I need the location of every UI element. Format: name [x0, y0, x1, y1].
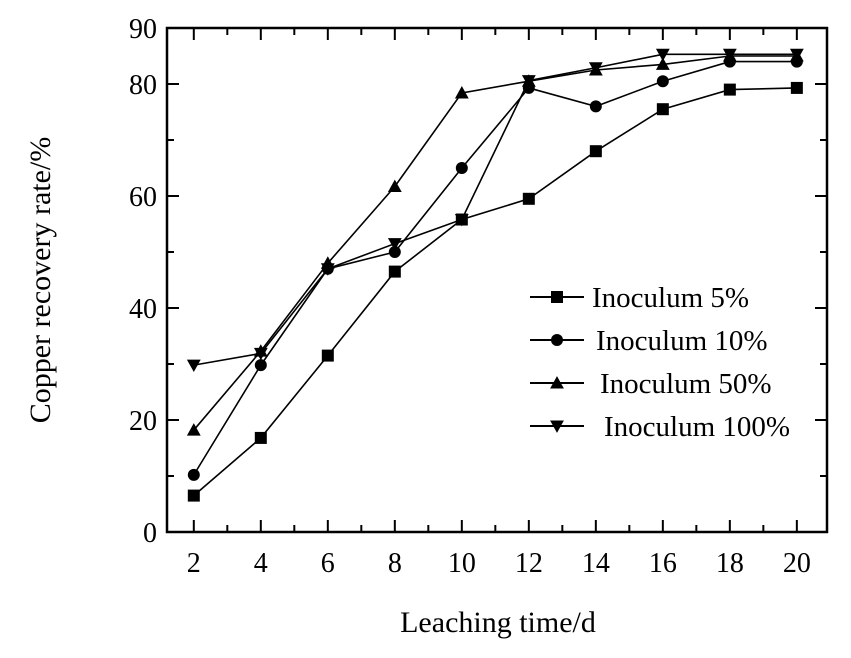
legend-marker-inoculum-50pct — [550, 376, 564, 389]
legend-label: Inoculum 10% — [596, 325, 768, 357]
data-point-inoculum-5pct — [656, 103, 669, 116]
data-point-inoculum-10pct — [656, 75, 669, 88]
data-point-inoculum-10pct — [589, 100, 602, 113]
x-axis-title: Leaching time/d — [400, 606, 596, 639]
legend-item-inoculum-100pct: Inoculum 100% — [530, 411, 790, 443]
x-tick-label: 18 — [716, 548, 744, 579]
data-point-inoculum-5pct — [723, 83, 736, 96]
data-point-inoculum-100pct — [789, 48, 804, 62]
data-point-inoculum-100pct — [186, 359, 201, 373]
data-point-inoculum-10pct — [187, 468, 200, 481]
x-tick-label: 4 — [254, 548, 268, 579]
series-line-inoculum-10pct — [193, 60, 797, 476]
data-point-inoculum-50pct — [186, 423, 201, 436]
data-point-inoculum-100pct — [320, 263, 335, 276]
data-point-inoculum-50pct — [454, 86, 469, 99]
series-group — [186, 48, 804, 502]
legend-label: Inoculum 5% — [592, 282, 749, 314]
legend: Inoculum 5% Inoculum 10% Inoculum 50% Inocu… — [530, 282, 790, 443]
data-point-inoculum-50pct — [387, 179, 402, 192]
x-tick-label: 16 — [649, 548, 677, 579]
data-point-inoculum-100pct — [387, 238, 402, 251]
data-point-inoculum-5pct — [388, 265, 401, 278]
data-point-inoculum-5pct — [790, 81, 803, 94]
x-tick-label: 2 — [187, 548, 201, 579]
data-point-inoculum-5pct — [522, 192, 535, 205]
data-point-inoculum-10pct — [455, 162, 468, 174]
legend-marker-inoculum-10pct — [551, 334, 563, 346]
series-inoculum-5pct — [187, 81, 803, 502]
y-tick-label: 0 — [143, 518, 157, 549]
y-tick-label: 40 — [129, 294, 157, 325]
data-point-inoculum-5pct — [187, 489, 200, 502]
x-tick-label: 8 — [388, 548, 402, 579]
y-axis-ticks: 0 20 40 60 80 90 — [129, 14, 827, 549]
series-line-inoculum-50pct — [193, 55, 797, 431]
data-point-inoculum-5pct — [321, 349, 334, 362]
y-axis-title: Copper recovery rate/% — [24, 137, 57, 424]
series-line-inoculum-5pct — [193, 87, 797, 497]
data-point-inoculum-5pct — [254, 431, 267, 444]
data-point-inoculum-100pct — [521, 75, 536, 88]
x-tick-label: 14 — [582, 548, 610, 579]
data-point-inoculum-100pct — [588, 62, 603, 75]
y-tick-label: 90 — [129, 14, 157, 45]
y-tick-label: 80 — [129, 70, 157, 101]
x-tick-label: 10 — [448, 548, 476, 579]
data-point-inoculum-100pct — [655, 48, 670, 62]
data-point-inoculum-50pct — [655, 57, 670, 70]
series-inoculum-100pct — [186, 48, 804, 373]
legend-item-inoculum-5pct: Inoculum 5% — [530, 282, 749, 314]
data-point-inoculum-100pct — [253, 347, 268, 361]
legend-item-inoculum-10pct: Inoculum 10% — [530, 325, 768, 357]
legend-item-inoculum-50pct: Inoculum 50% — [530, 368, 772, 400]
x-tick-label: 12 — [515, 548, 543, 579]
plot-frame — [165, 26, 829, 534]
y-tick-label: 20 — [129, 406, 157, 437]
legend-marker-inoculum-5pct — [551, 291, 563, 303]
legend-label: Inoculum 100% — [604, 411, 790, 443]
series-line-inoculum-100pct — [193, 53, 797, 366]
data-point-inoculum-100pct — [454, 214, 469, 227]
data-point-inoculum-100pct — [722, 48, 737, 62]
x-tick-label: 20 — [783, 548, 811, 579]
x-tick-label: 6 — [321, 548, 335, 579]
x-axis-ticks: 2 4 6 8 10 12 14 16 18 20 — [187, 28, 811, 579]
data-point-inoculum-10pct — [388, 246, 401, 258]
y-tick-label: 60 — [129, 182, 157, 213]
data-point-inoculum-5pct — [589, 145, 602, 158]
data-point-inoculum-10pct — [254, 359, 267, 372]
legend-marker-inoculum-100pct — [550, 420, 564, 433]
legend-label: Inoculum 50% — [600, 368, 772, 400]
